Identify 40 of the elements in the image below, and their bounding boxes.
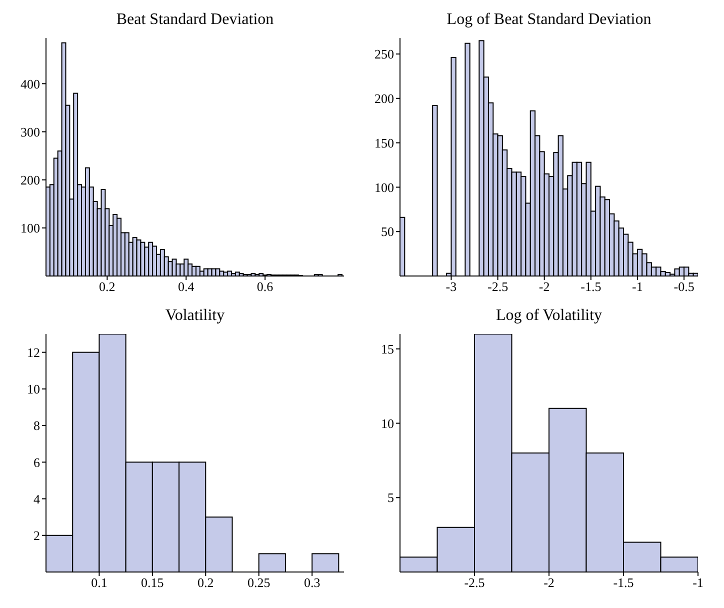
y-tick-label: 6 bbox=[34, 454, 40, 470]
y-tick-label: 300 bbox=[20, 124, 40, 140]
y-tick-label: 100 bbox=[374, 180, 394, 195]
y-tick-label: 150 bbox=[374, 135, 394, 150]
y-tick-label: 12 bbox=[27, 344, 40, 360]
y-tick-label: 8 bbox=[34, 418, 40, 434]
x-tick-label: -1 bbox=[692, 575, 704, 590]
x-tick-label: 0.1 bbox=[91, 575, 108, 590]
x-tick-label: -3 bbox=[446, 279, 457, 294]
x-tick-label: -0.5 bbox=[674, 279, 694, 294]
y-tick-label: 10 bbox=[27, 382, 40, 397]
chart-title: Log of Beat Standard Deviation bbox=[446, 10, 652, 30]
y-tick-label: 100 bbox=[20, 220, 40, 236]
x-tick-label: 0.25 bbox=[247, 575, 270, 590]
x-tick-label: -2 bbox=[538, 279, 550, 294]
chart-title: Log of Volatility bbox=[494, 306, 604, 326]
chart-title: Volatility bbox=[164, 306, 226, 326]
x-tick-label: -1.5 bbox=[580, 279, 602, 294]
x-tick-label: -1.5 bbox=[613, 575, 634, 590]
x-tick-label: -2 bbox=[544, 575, 554, 590]
x-tick-label: 0.15 bbox=[141, 575, 164, 590]
x-tick-label: 0.2 bbox=[99, 279, 116, 294]
x-tick-label: 0.2 bbox=[198, 575, 214, 590]
x-tick-label: 0.6 bbox=[256, 279, 274, 294]
y-tick-label: 15 bbox=[381, 341, 394, 356]
y-tick-label: 2 bbox=[34, 528, 40, 543]
y-tick-label: 400 bbox=[20, 76, 40, 92]
y-tick-label: 10 bbox=[381, 416, 394, 431]
y-tick-label: 50 bbox=[381, 224, 394, 240]
chart-title: Beat Standard Deviation bbox=[115, 10, 275, 30]
x-tick-label: 0.3 bbox=[304, 575, 320, 590]
y-tick-label: 5 bbox=[388, 490, 394, 506]
y-tick-label: 200 bbox=[374, 91, 394, 106]
y-tick-label: 250 bbox=[374, 46, 394, 62]
x-tick-label: -1 bbox=[632, 279, 643, 294]
y-tick-label: 4 bbox=[34, 491, 40, 506]
y-tick-label: 200 bbox=[20, 172, 40, 188]
x-tick-label: 0.4 bbox=[178, 279, 195, 294]
x-tick-label: -2.5 bbox=[464, 575, 485, 590]
x-tick-label: -2.5 bbox=[487, 279, 508, 294]
